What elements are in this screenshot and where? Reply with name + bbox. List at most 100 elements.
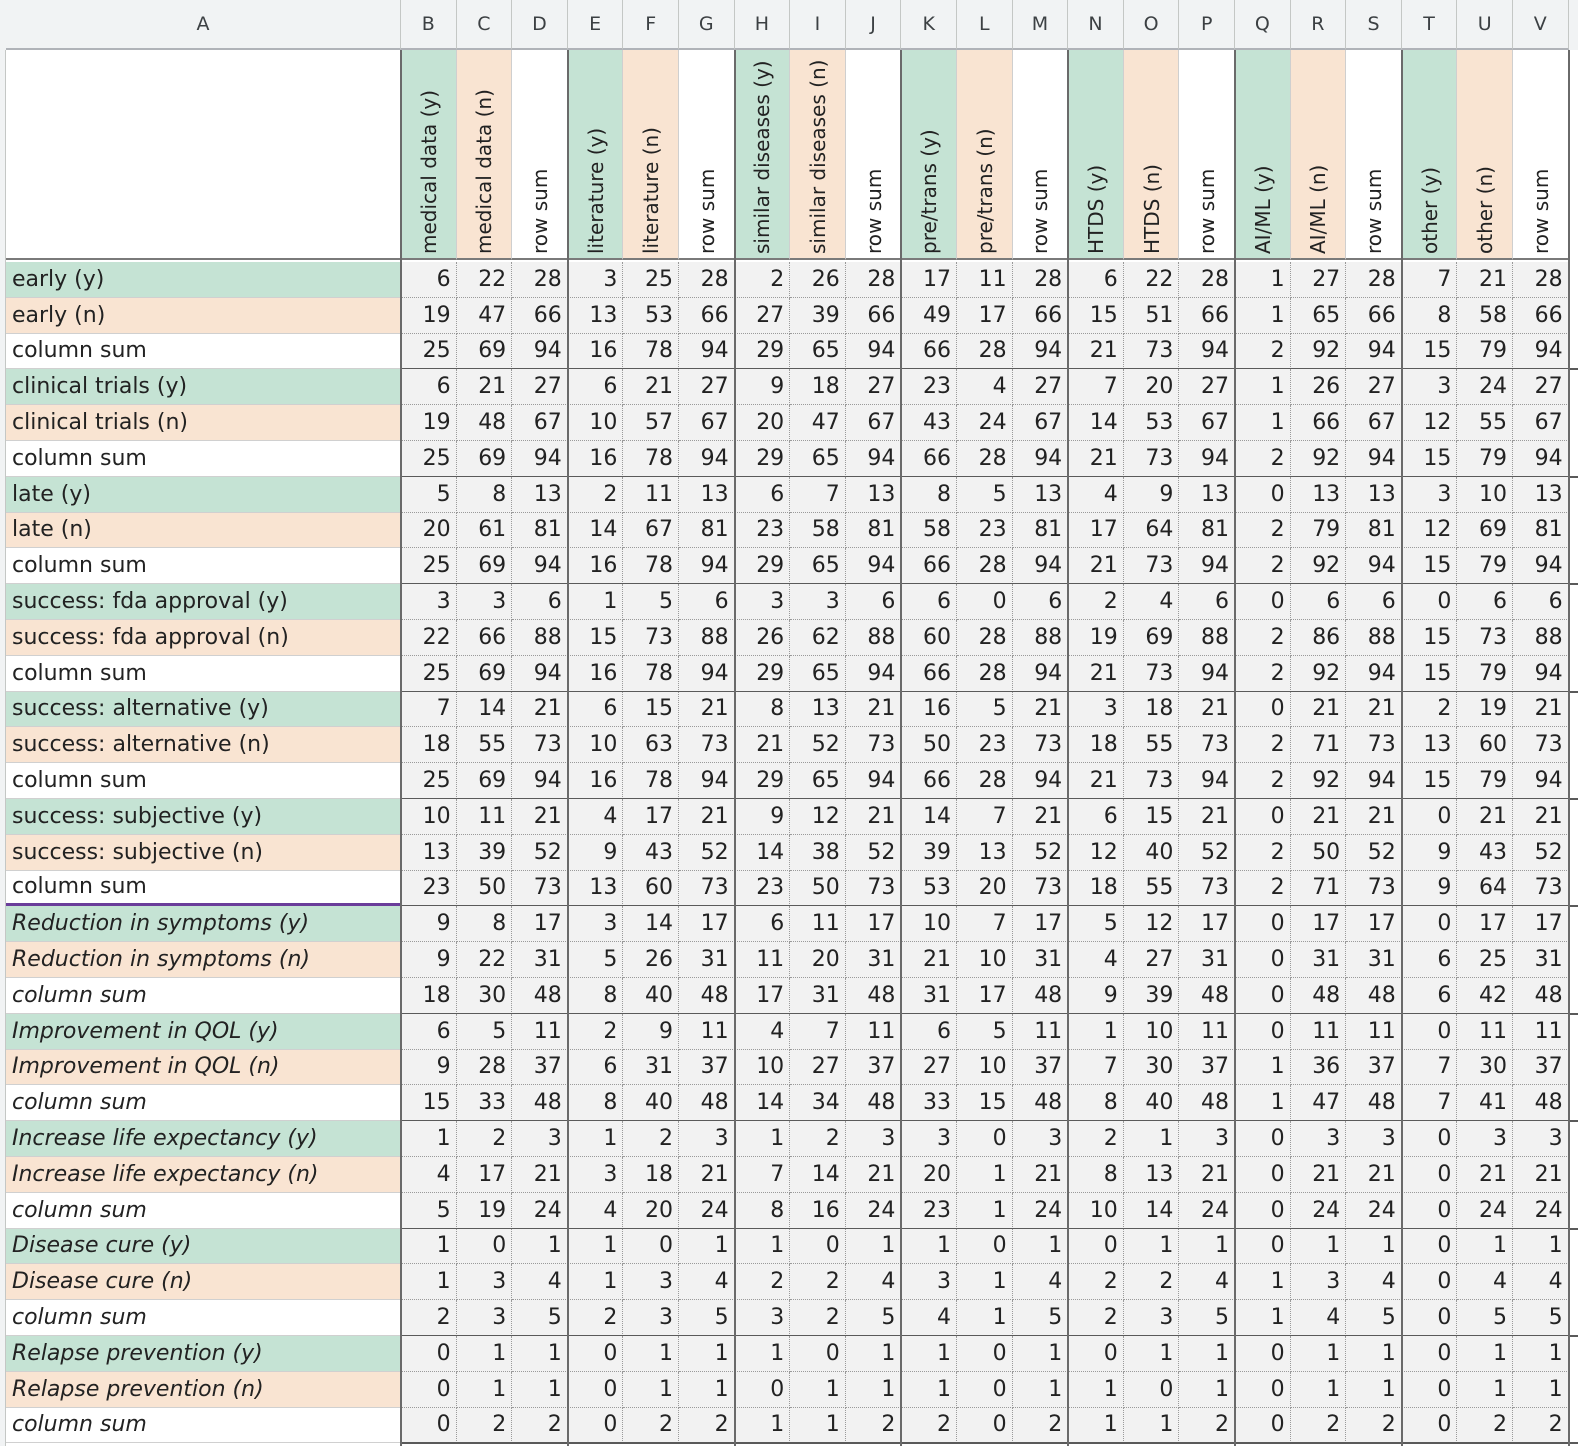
table-cell[interactable]: 1	[1123, 1121, 1180, 1157]
table-cell[interactable]: 94	[679, 763, 735, 799]
table-cell[interactable]: 0	[1235, 1407, 1291, 1444]
table-cell[interactable]: 24	[1457, 1192, 1513, 1229]
column-letter-t[interactable]: T	[1401, 0, 1458, 50]
table-cell[interactable]: 2	[1401, 691, 1458, 728]
table-cell[interactable]: 88	[1513, 620, 1569, 656]
header-cell[interactable]: other (y)	[1401, 50, 1458, 260]
row-label[interactable]: success: subjective (y)	[6, 799, 401, 835]
table-cell[interactable]: 67	[1179, 405, 1235, 441]
table-cell[interactable]: 48	[679, 1085, 735, 1122]
table-cell[interactable]: 28	[957, 548, 1013, 585]
table-cell[interactable]: 1	[901, 1371, 957, 1408]
table-cell[interactable]: 1	[1235, 1264, 1291, 1301]
table-cell[interactable]: 31	[790, 978, 846, 1014]
table-cell[interactable]: 3	[1179, 1121, 1235, 1157]
table-cell[interactable]: 2	[1179, 1407, 1235, 1444]
table-cell[interactable]: 19	[401, 405, 457, 441]
table-cell[interactable]: 29	[734, 441, 791, 477]
table-cell[interactable]: 0	[567, 1371, 624, 1408]
table-cell[interactable]: 27	[1290, 262, 1347, 298]
table-cell[interactable]: 2	[1068, 1264, 1124, 1301]
table-cell[interactable]: 15	[1401, 548, 1458, 585]
table-cell[interactable]: 0	[957, 1371, 1013, 1408]
table-cell[interactable]: 21	[734, 727, 791, 764]
column-letter-b[interactable]: B	[401, 0, 457, 50]
table-cell[interactable]: 1	[567, 1121, 624, 1157]
table-cell[interactable]: 55	[1123, 870, 1180, 907]
table-cell[interactable]: 4	[567, 1192, 624, 1229]
table-cell[interactable]: 73	[1012, 870, 1069, 907]
table-cell[interactable]: 4	[1179, 1264, 1235, 1301]
table-cell[interactable]: 0	[1123, 1371, 1180, 1408]
table-cell[interactable]: 0	[1235, 1336, 1291, 1372]
column-letter-v[interactable]: V	[1513, 0, 1569, 50]
table-cell[interactable]: 6	[567, 1049, 624, 1086]
table-cell[interactable]: 8	[734, 1192, 791, 1229]
header-cell[interactable]: pre/trans (y)	[901, 50, 957, 260]
table-cell[interactable]: 31	[1290, 942, 1347, 978]
table-cell[interactable]: 7	[1401, 262, 1458, 298]
table-cell[interactable]: 67	[623, 512, 679, 549]
table-cell[interactable]: 1	[1513, 1228, 1569, 1265]
row-label[interactable]: column sum	[6, 978, 401, 1014]
table-cell[interactable]: 11	[1513, 1013, 1569, 1050]
table-cell[interactable]: 79	[1457, 548, 1513, 585]
table-cell[interactable]: 52	[1513, 834, 1569, 871]
table-cell[interactable]: 7	[957, 906, 1013, 943]
table-cell[interactable]: 1	[957, 1192, 1013, 1229]
table-cell[interactable]: 21	[1513, 799, 1569, 835]
table-cell[interactable]: 21	[845, 799, 902, 835]
table-cell[interactable]: 66	[901, 441, 957, 477]
table-cell[interactable]: 11	[734, 942, 791, 978]
table-cell[interactable]: 2	[734, 262, 791, 298]
table-cell[interactable]: 73	[1179, 870, 1235, 907]
table-cell[interactable]: 69	[456, 441, 513, 477]
table-cell[interactable]: 2	[456, 1407, 513, 1444]
table-cell[interactable]: 14	[1123, 1192, 1180, 1229]
table-cell[interactable]: 6	[845, 584, 902, 620]
table-cell[interactable]: 3	[901, 1264, 957, 1301]
table-cell[interactable]: 1	[1235, 405, 1291, 441]
row-label[interactable]: success: subjective (n)	[6, 834, 401, 871]
table-cell[interactable]: 6	[1179, 584, 1235, 620]
table-cell[interactable]: 0	[1235, 942, 1291, 978]
table-cell[interactable]: 3	[1457, 1121, 1513, 1157]
table-cell[interactable]: 28	[1179, 262, 1235, 298]
table-cell[interactable]: 52	[1346, 834, 1402, 871]
table-cell[interactable]: 37	[1513, 1049, 1569, 1086]
table-cell[interactable]: 4	[1513, 1264, 1569, 1301]
table-cell[interactable]: 37	[679, 1049, 735, 1086]
table-cell[interactable]: 8	[1401, 297, 1458, 334]
table-cell[interactable]: 9	[734, 799, 791, 835]
table-cell[interactable]: 88	[1179, 620, 1235, 656]
table-cell[interactable]: 14	[734, 834, 791, 871]
table-cell[interactable]: 1	[1179, 1336, 1235, 1372]
table-cell[interactable]: 28	[957, 441, 1013, 477]
table-cell[interactable]: 58	[790, 512, 846, 549]
table-cell[interactable]: 78	[623, 333, 679, 370]
table-cell[interactable]: 1	[679, 1336, 735, 1372]
table-cell[interactable]: 17	[512, 906, 568, 943]
column-letter-e[interactable]: E	[567, 0, 624, 50]
table-cell[interactable]: 55	[456, 727, 513, 764]
table-cell[interactable]: 16	[567, 548, 624, 585]
table-cell[interactable]: 9	[1068, 978, 1124, 1014]
table-cell[interactable]: 29	[734, 548, 791, 585]
table-cell[interactable]: 3	[1068, 691, 1124, 728]
table-cell[interactable]: 0	[1401, 906, 1458, 943]
table-cell[interactable]: 37	[1179, 1049, 1235, 1086]
table-cell[interactable]: 5	[456, 1013, 513, 1050]
table-cell[interactable]: 48	[456, 405, 513, 441]
table-cell[interactable]: 12	[790, 799, 846, 835]
table-cell[interactable]: 69	[456, 548, 513, 585]
table-cell[interactable]: 48	[1012, 978, 1069, 1014]
table-cell[interactable]: 28	[1012, 262, 1069, 298]
table-cell[interactable]: 11	[957, 262, 1013, 298]
table-cell[interactable]: 21	[845, 1157, 902, 1193]
table-cell[interactable]: 65	[1290, 297, 1347, 334]
table-cell[interactable]: 8	[734, 691, 791, 728]
table-cell[interactable]: 37	[1346, 1049, 1402, 1086]
table-cell[interactable]: 21	[1179, 799, 1235, 835]
table-cell[interactable]: 2	[1290, 1407, 1347, 1444]
